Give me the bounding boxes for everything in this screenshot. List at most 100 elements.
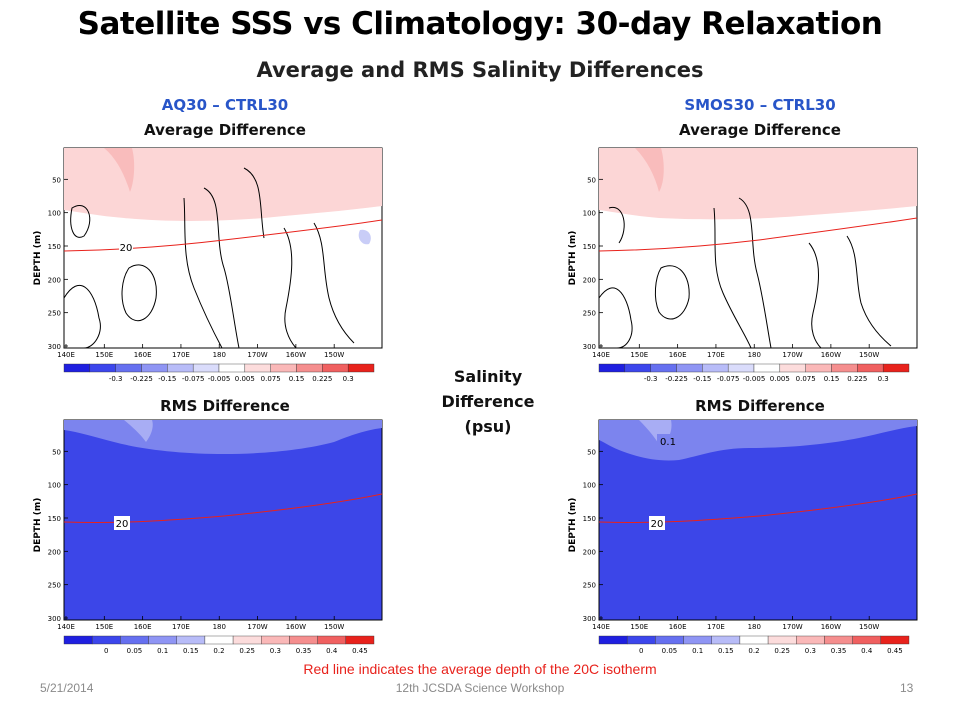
colorbar-swatch <box>598 363 626 373</box>
colorbar-label: -0.3 <box>109 375 123 383</box>
colorbar-swatch <box>676 363 703 373</box>
y-tick-label: 300 <box>583 615 596 623</box>
rms-light-region <box>124 420 153 442</box>
colorbar-label: -0.005 <box>743 375 766 383</box>
colorbar-title: Salinity Difference (psu) <box>418 364 558 439</box>
colorbar-swatch <box>322 363 349 373</box>
isotherm-label-bg <box>649 516 665 530</box>
x-tick-label: 140E <box>592 623 610 631</box>
x-tick-label: 160E <box>669 623 687 631</box>
colorbar-swatch <box>91 635 121 645</box>
colorbar-swatch <box>626 635 656 645</box>
colorbar-label: 0 <box>639 647 643 655</box>
isotherm-label: 20 <box>116 519 129 530</box>
x-tick-label: 180 <box>748 351 761 359</box>
slide-title: Satellite SSS vs Climatology: 30-day Rel… <box>77 6 883 42</box>
y-tick-label: 50 <box>587 176 596 184</box>
isotherm-label-bg <box>119 241 133 253</box>
colorbar-swatch <box>857 363 884 373</box>
colorbar-label: 0.15 <box>718 647 734 655</box>
footer-page: 13 <box>900 681 914 695</box>
colorbar-swatch <box>176 635 206 645</box>
isotherm-label-bg <box>114 516 130 530</box>
colorbar-label: 0.15 <box>183 647 199 655</box>
contour-line <box>203 187 240 349</box>
colorbar-swatch <box>852 635 882 645</box>
footer-date: 5/21/2014 <box>40 681 94 695</box>
colorbar-swatch <box>347 363 375 373</box>
colorbar-swatch <box>63 635 93 645</box>
x-ticks: 140E 150E 160E 170E 180 170W 160W 150W <box>592 344 879 359</box>
contour-line <box>608 206 625 244</box>
y-tick-label: 50 <box>587 448 596 456</box>
y-axis-label: DEPTH (m) <box>33 231 43 286</box>
colorbar-label: 0.25 <box>774 647 790 655</box>
y-ticks: 50 100 150 200 250 300 <box>48 176 68 351</box>
x-tick-label: 170E <box>172 351 190 359</box>
y-tick-label: 200 <box>583 276 596 284</box>
slide-subtitle: Average and RMS Salinity Differences <box>256 58 704 82</box>
x-tick-label: 140E <box>592 351 610 359</box>
x-tick-label: 150W <box>324 623 344 631</box>
y-tick-label: 250 <box>48 310 61 318</box>
colorbar-swatch <box>115 363 142 373</box>
x-tick-label: 160W <box>821 623 841 631</box>
x-tick-label: 170E <box>172 623 190 631</box>
colorbar-swatch <box>831 363 858 373</box>
colorbar-label: -0.075 <box>717 375 740 383</box>
x-tick-label: 150E <box>630 623 648 631</box>
colorbar-swatch <box>148 635 177 645</box>
positive-strong-region <box>104 148 135 192</box>
colorbar-swatch <box>296 363 323 373</box>
y-tick-label: 250 <box>583 582 596 590</box>
contour-line <box>183 197 223 349</box>
x-tick-label: 150W <box>859 623 879 631</box>
colorbar-swatch <box>120 635 149 645</box>
isotherm-line <box>598 217 918 252</box>
colorbar: 0 0.05 0.1 0.15 0.2 0.25 0.3 0.35 0.4 0.45 <box>598 635 910 655</box>
colorbar-label: 0 <box>104 647 108 655</box>
x-tick-label: 160E <box>134 351 152 359</box>
colorbar-label: 0.45 <box>352 647 368 655</box>
colorbar-label: -0.225 <box>665 375 688 383</box>
contour-label: 0.1 <box>660 437 676 448</box>
y-axis-label: DEPTH (m) <box>568 231 578 286</box>
y-tick-label: 300 <box>48 615 61 623</box>
colorbar: 0 0.05 0.1 0.15 0.2 0.25 0.3 0.35 0.4 0.45 <box>63 635 375 655</box>
colorbar-label: 0.225 <box>847 375 867 383</box>
y-tick-label: 150 <box>583 515 596 523</box>
colorbar-swatch <box>779 363 806 373</box>
colorbar-label: -0.3 <box>644 375 658 383</box>
x-tick-label: 160W <box>286 623 306 631</box>
colorbar-label: 0.05 <box>662 647 678 655</box>
colorbar-swatch <box>244 363 271 373</box>
colorbar-label: 0.3 <box>270 647 281 655</box>
x-tick-label: 150E <box>95 623 113 631</box>
y-tick-label: 150 <box>48 243 61 251</box>
y-tick-label: 50 <box>52 448 61 456</box>
y-tick-label: 100 <box>583 210 596 218</box>
y-tick-label: 200 <box>48 548 61 556</box>
x-tick-label: 160W <box>286 351 306 359</box>
x-tick-label: 170E <box>707 623 725 631</box>
colorbar-label: 0.4 <box>326 647 338 655</box>
colorbar-label: 0.2 <box>213 647 224 655</box>
colorbar-label: 0.05 <box>127 647 143 655</box>
isotherm-note: Red line indicates the average depth of … <box>303 661 657 677</box>
x-tick-label: 180 <box>213 623 226 631</box>
y-tick-label: 300 <box>48 343 61 351</box>
colorbar-label: 0.3 <box>805 647 816 655</box>
x-tick-label: 180 <box>748 623 761 631</box>
colorbar-label: -0.225 <box>130 375 153 383</box>
y-tick-label: 150 <box>48 515 61 523</box>
x-tick-label: 160W <box>821 351 841 359</box>
contour-line <box>313 222 355 344</box>
colorbar-label: 0.225 <box>312 375 332 383</box>
contour-line <box>70 205 91 238</box>
colorbar-label: 0.25 <box>239 647 255 655</box>
positive-region <box>64 148 382 221</box>
colorbar-swatch <box>317 635 347 645</box>
isotherm-label: 20 <box>651 519 664 530</box>
